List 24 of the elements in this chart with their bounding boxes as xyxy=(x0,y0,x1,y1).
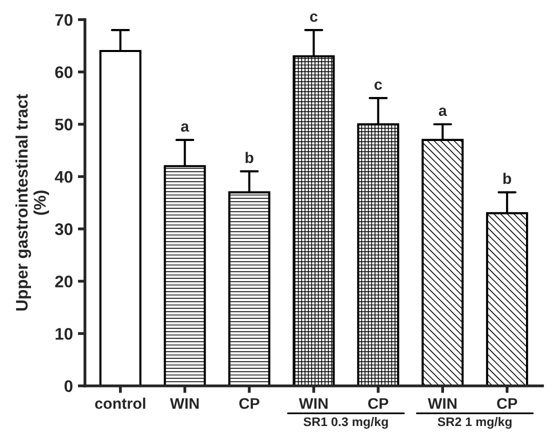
y-tick-label: 70 xyxy=(55,14,72,26)
x-tick-label: CP xyxy=(497,398,518,409)
data-label: c xyxy=(374,81,382,90)
y-axis-title: Upper gastrointestinal tract (%) xyxy=(15,94,50,311)
y-tick-label: 20 xyxy=(55,276,72,288)
x-tick-label: WIN xyxy=(428,398,456,409)
y-tick-label: 10 xyxy=(56,328,72,340)
y-tick-label: 30 xyxy=(54,223,72,236)
y-tick-label: 60 xyxy=(55,66,72,78)
x-tick-label: CP xyxy=(239,398,260,409)
x-tick-label: CP xyxy=(368,398,388,409)
y-tick-label: 50 xyxy=(55,118,72,130)
x-tick-label: WIN xyxy=(170,398,199,409)
text: SR1 0.3 mg/kg xyxy=(304,416,388,429)
y-tick-label: 0 xyxy=(64,380,72,392)
data-label: a xyxy=(438,108,447,116)
data-label: b xyxy=(503,172,512,184)
x-tick-label: control xyxy=(95,398,146,409)
data-label: c xyxy=(310,13,318,22)
y-tick-label: 40 xyxy=(54,170,72,183)
data-label: a xyxy=(181,123,190,132)
x-tick-label: WIN xyxy=(298,398,328,409)
text: SR2 1 mg/kg xyxy=(438,416,512,429)
data-label: b xyxy=(246,152,254,164)
